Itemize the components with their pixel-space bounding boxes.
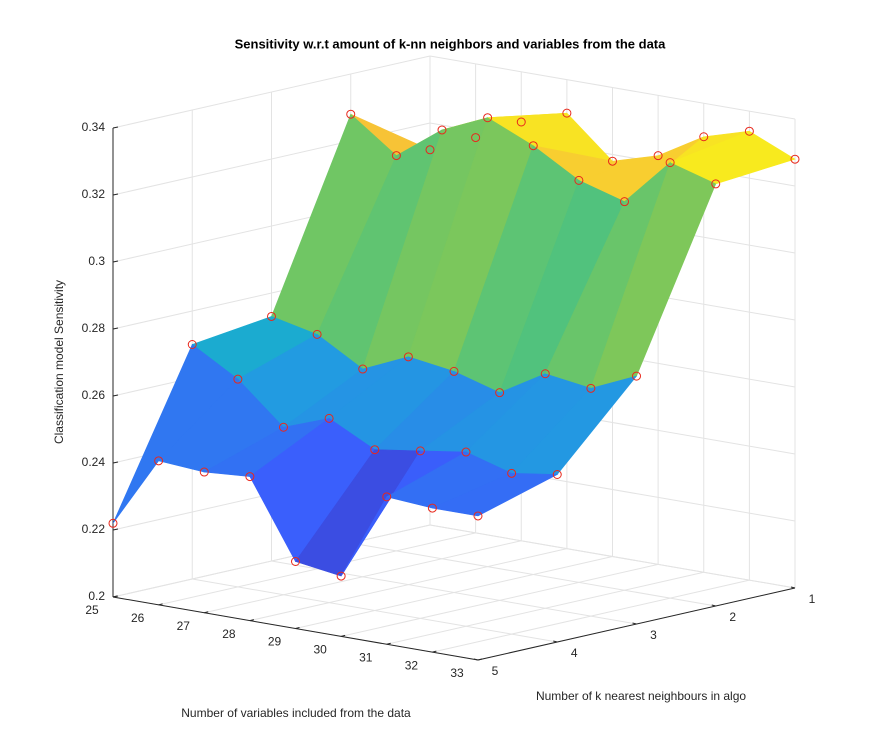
data-point — [154, 456, 164, 466]
y-tick-label: 4 — [571, 646, 578, 660]
x-tick-label: 33 — [450, 666, 464, 680]
x-tick-label: 31 — [359, 650, 373, 664]
grid-line — [350, 542, 716, 607]
data-point — [449, 366, 459, 376]
tick-mark — [553, 640, 558, 643]
data-point — [495, 388, 505, 398]
surface-patch — [431, 473, 559, 517]
data-point — [699, 132, 709, 142]
data-point — [108, 518, 118, 528]
x-tick-label: 29 — [268, 635, 282, 649]
data-point — [461, 447, 471, 457]
data-point — [358, 364, 368, 374]
y-tick-label: 3 — [650, 628, 657, 642]
data-point — [483, 113, 493, 123]
data-point — [391, 151, 401, 161]
data-point — [370, 445, 380, 455]
data-point — [187, 340, 197, 349]
data-point — [267, 311, 276, 321]
data-point — [540, 369, 550, 379]
tick-mark — [112, 126, 119, 129]
z-axis-label: Classification model Sensitivity — [52, 280, 66, 444]
data-point — [403, 352, 413, 362]
z-tick-label: 0.3 — [88, 254, 105, 268]
data-point — [382, 492, 392, 502]
tick-mark — [473, 658, 479, 661]
z-tick-label: 0.24 — [82, 455, 106, 469]
data-point — [427, 503, 437, 513]
tick-mark — [711, 604, 716, 607]
x-tick-label: 25 — [85, 603, 99, 617]
tick-mark — [112, 461, 119, 464]
chart-title: Sensitivity w.r.t amount of k-nn neighbo… — [235, 36, 667, 51]
tick-mark — [112, 260, 119, 263]
y-tick-label: 5 — [492, 664, 499, 678]
data-point — [324, 413, 334, 423]
x-tick-label: 32 — [405, 658, 419, 672]
data-point — [632, 371, 641, 381]
grid-line — [429, 524, 796, 589]
tick-mark — [158, 603, 163, 606]
data-point — [562, 108, 572, 118]
tick-mark — [790, 586, 796, 589]
tick-mark — [432, 650, 437, 653]
z-tick-label: 0.28 — [82, 321, 106, 335]
data-point — [336, 571, 346, 581]
tick-mark — [112, 193, 119, 196]
x-tick-label: 28 — [222, 627, 236, 641]
data-point — [516, 117, 526, 127]
z-tick-label: 0.34 — [82, 120, 106, 134]
data-point — [199, 467, 209, 477]
data-point — [471, 133, 481, 143]
tick-mark — [477, 658, 483, 661]
tick-mark — [112, 327, 119, 330]
data-point — [425, 145, 435, 155]
tick-mark — [112, 394, 119, 397]
y-axis-label: Number of k nearest neighbours in algo — [536, 689, 746, 703]
data-point — [711, 179, 721, 189]
data-point — [665, 158, 675, 168]
data-point — [528, 141, 538, 151]
data-point — [574, 175, 584, 185]
data-point — [415, 446, 425, 456]
y-tick-label: 1 — [809, 592, 816, 606]
data-point — [620, 197, 629, 207]
x-tick-label: 26 — [131, 611, 145, 625]
z-tick-label: 0.2 — [88, 589, 105, 603]
data-point — [346, 109, 356, 119]
data-point — [233, 374, 243, 384]
data-point — [312, 329, 322, 339]
data-point — [437, 125, 447, 135]
data-point — [653, 151, 663, 161]
data-point — [245, 472, 255, 482]
data-point — [291, 557, 300, 566]
x-tick-label: 27 — [177, 619, 191, 633]
data-point — [744, 126, 754, 136]
x-axis-label: Number of variables included from the da… — [181, 706, 411, 720]
z-tick-label: 0.22 — [82, 522, 106, 536]
tick-mark — [295, 627, 300, 629]
y-tick-label: 2 — [729, 610, 736, 624]
x-tick-label: 30 — [313, 643, 327, 657]
data-point — [586, 383, 596, 393]
data-point — [608, 156, 617, 166]
data-point — [279, 422, 288, 432]
tick-mark — [632, 622, 637, 625]
data-point — [473, 511, 483, 521]
data-point — [790, 154, 800, 164]
data-point — [552, 470, 562, 479]
tick-mark — [204, 611, 209, 614]
tick-mark — [112, 595, 118, 598]
tick-mark — [341, 634, 346, 637]
data-point — [507, 468, 517, 478]
z-tick-label: 0.26 — [82, 388, 106, 402]
tick-mark — [112, 528, 119, 531]
tick-mark — [386, 642, 391, 645]
z-tick-label: 0.32 — [82, 187, 106, 201]
tick-mark — [249, 619, 254, 622]
grid-line — [192, 578, 558, 643]
